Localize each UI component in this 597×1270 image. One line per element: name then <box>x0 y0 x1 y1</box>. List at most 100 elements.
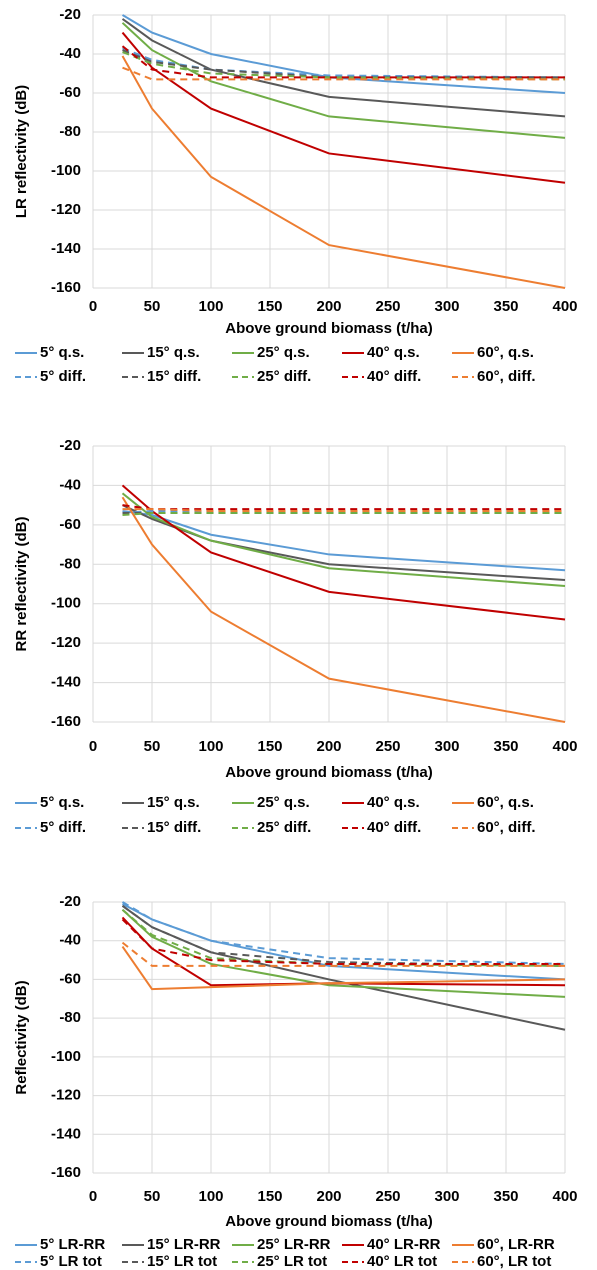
y-tick-label: -160 <box>51 713 81 730</box>
y-tick-label: -20 <box>59 893 81 910</box>
x-tick-label: 50 <box>144 738 161 755</box>
y-tick-label: -40 <box>59 476 81 493</box>
series-line <box>121 905 566 967</box>
x-tick-label: 0 <box>89 1188 97 1205</box>
y-tick-label: -120 <box>51 634 81 651</box>
y-tick-label: -60 <box>59 970 81 987</box>
series-line <box>121 484 566 621</box>
x-tick-label: 250 <box>375 738 400 755</box>
legend-label: 60°, LR-RR <box>477 1236 555 1253</box>
y-tick-label: -60 <box>59 84 81 101</box>
x-tick-label: 100 <box>198 738 223 755</box>
y-tick-label: -20 <box>59 6 81 23</box>
x-tick-label: 300 <box>434 1188 459 1205</box>
series-line <box>122 66 565 81</box>
x-tick-label: 300 <box>434 298 459 315</box>
legend-label: 40° diff. <box>367 368 421 385</box>
x-tick-label: 400 <box>552 298 577 315</box>
legend-label: 40° diff. <box>367 819 421 836</box>
y-tick-label: -140 <box>51 240 81 257</box>
y-tick-label: -40 <box>59 45 81 62</box>
series-line <box>122 504 565 511</box>
y-tick-label: -120 <box>51 201 81 218</box>
x-tick-label: 400 <box>552 738 577 755</box>
legend-label: 15° diff. <box>147 819 201 836</box>
legend-label: 40° q.s. <box>367 344 420 361</box>
legend-label: 60°, q.s. <box>477 794 534 811</box>
y-axis-title: Reflectivity (dB) <box>13 980 30 1094</box>
series-line <box>121 22 566 139</box>
legend-label: 5° LR-RR <box>40 1236 105 1253</box>
legend-label: 15° diff. <box>147 368 201 385</box>
legend-label: 60°, q.s. <box>477 344 534 361</box>
x-tick-label: 350 <box>493 738 518 755</box>
legend-label: 5° diff. <box>40 368 86 385</box>
x-tick-label: 0 <box>89 298 97 315</box>
y-axis-title: LR reflectivity (dB) <box>13 85 30 218</box>
series-line <box>122 903 566 981</box>
x-tick-label: 100 <box>198 1188 223 1205</box>
x-tick-label: 0 <box>89 738 97 755</box>
legend-label: 5° diff. <box>40 819 86 836</box>
x-tick-label: 250 <box>375 298 400 315</box>
series-line <box>121 945 566 991</box>
series-line <box>121 14 566 94</box>
legend-label: 40° q.s. <box>367 794 420 811</box>
legend-label: 15° q.s. <box>147 344 200 361</box>
y-tick-label: -80 <box>59 555 81 572</box>
x-tick-label: 350 <box>493 298 518 315</box>
series-line <box>122 510 566 572</box>
legend-label: 5° LR tot <box>40 1253 102 1270</box>
x-tick-label: 200 <box>316 1188 341 1205</box>
legend-label: 25° q.s. <box>257 344 310 361</box>
x-axis-title: Above ground biomass (t/ha) <box>225 1213 433 1230</box>
y-axis-title: RR reflectivity (dB) <box>13 516 30 651</box>
y-tick-label: -160 <box>51 279 81 296</box>
series-line <box>121 918 565 965</box>
legend-label: 25° diff. <box>257 819 311 836</box>
x-tick-label: 150 <box>257 298 282 315</box>
x-tick-label: 200 <box>316 298 341 315</box>
series-line <box>121 492 566 587</box>
legend-label: 60°, diff. <box>477 819 536 836</box>
x-tick-label: 200 <box>316 738 341 755</box>
legend-label: 5° q.s. <box>40 344 84 361</box>
legend-label: 60°, diff. <box>477 368 536 385</box>
y-tick-label: -100 <box>51 1048 81 1065</box>
y-tick-label: -80 <box>59 123 81 140</box>
series-line <box>121 908 566 967</box>
x-tick-label: 300 <box>434 738 459 755</box>
y-tick-label: -100 <box>51 162 81 179</box>
legend-label: 40° LR tot <box>367 1253 437 1270</box>
x-tick-label: 250 <box>375 1188 400 1205</box>
legend-label: 15° LR tot <box>147 1253 217 1270</box>
x-tick-label: 150 <box>257 1188 282 1205</box>
y-tick-label: -80 <box>59 1009 81 1026</box>
y-tick-label: -100 <box>51 595 81 612</box>
x-axis-title: Above ground biomass (t/ha) <box>225 764 433 781</box>
series-line <box>121 901 566 965</box>
y-tick-label: -60 <box>59 516 81 533</box>
series-line <box>121 31 566 184</box>
legend-label: 25° LR-RR <box>257 1236 331 1253</box>
y-tick-label: -140 <box>51 1125 81 1142</box>
x-tick-label: 150 <box>257 738 282 755</box>
x-tick-label: 50 <box>144 1188 161 1205</box>
series-line <box>122 508 565 513</box>
legend-label: 5° q.s. <box>40 794 84 811</box>
series-line <box>122 47 566 79</box>
y-tick-label: -120 <box>51 1087 81 1104</box>
legend-label: 15° LR-RR <box>147 1236 221 1253</box>
y-tick-label: -40 <box>59 932 81 949</box>
x-tick-label: 50 <box>144 298 161 315</box>
legend-label: 60°, LR tot <box>477 1253 551 1270</box>
series-line <box>121 496 566 723</box>
legend-label: 25° diff. <box>257 368 311 385</box>
series-line <box>121 905 566 1031</box>
y-tick-label: -20 <box>59 437 81 454</box>
y-tick-label: -160 <box>51 1164 81 1181</box>
y-tick-label: -140 <box>51 674 81 691</box>
legend-label: 25° LR tot <box>257 1253 327 1270</box>
legend-label: 25° q.s. <box>257 794 310 811</box>
